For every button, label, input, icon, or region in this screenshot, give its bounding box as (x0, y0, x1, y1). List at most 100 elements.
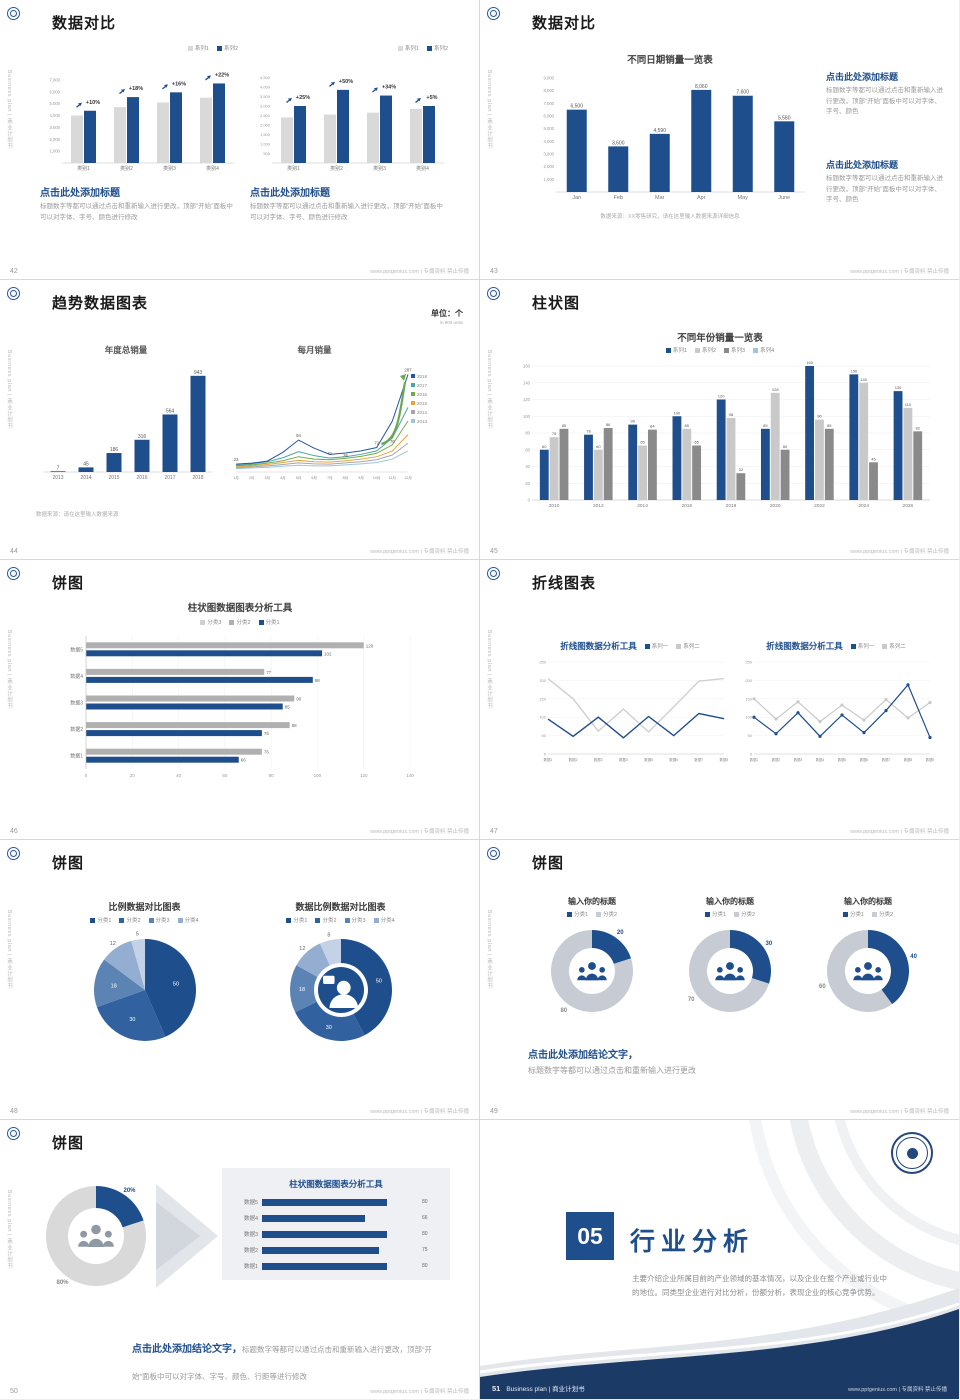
svg-text:2,000: 2,000 (544, 164, 555, 169)
svg-text:数据5: 数据5 (838, 757, 847, 762)
svg-text:140: 140 (860, 377, 867, 382)
bar-chart-svg: 7 2013 45 2014 186 2015 316 2016 564 2017 943 2018 (44, 370, 212, 481)
svg-text:5,580: 5,580 (778, 115, 791, 121)
svg-text:96: 96 (817, 414, 822, 419)
svg-text:60: 60 (819, 984, 826, 990)
svg-text:1月: 1月 (233, 475, 239, 480)
slide-44[interactable]: Business plan | 商业计划书 趋势数据图表 单位：个 in 900… (0, 280, 479, 559)
legend-item: 系列一 (644, 642, 668, 650)
svg-text:60: 60 (525, 447, 530, 452)
legend-item: 分类4 (177, 916, 199, 924)
donut-chart: 30 70 (680, 921, 780, 1026)
svg-text:20%: 20% (123, 1188, 136, 1194)
school-logo-icon (487, 567, 500, 580)
legend-item: 系列3 (724, 346, 745, 354)
legend-item: 系列二 (676, 642, 700, 650)
slide-number: 50 (10, 1388, 18, 1395)
section-number: 05 (566, 1212, 614, 1260)
svg-text:数据5: 数据5 (70, 646, 83, 653)
chart-legend: 系列一 系列二 (644, 642, 700, 650)
svg-text:2013: 2013 (52, 475, 63, 481)
funnel-shape (156, 1184, 218, 1288)
svg-text:4,500: 4,500 (260, 75, 271, 80)
bar-chart-svg: 0 20 40 60 80 100 120 140 160 60 75 85 2010 78 60 86 201… (523, 360, 930, 509)
svg-text:200: 200 (539, 678, 546, 683)
slide-50[interactable]: Business plan | 商业计划书 饼图 20% 80% 柱状图数据图表分… (0, 1120, 479, 1399)
svg-text:5,000: 5,000 (50, 101, 61, 106)
svg-text:+25%: +25% (296, 95, 310, 101)
slide-49[interactable]: Business plan | 商业计划书 饼图 输入你的标题 分类1 分类2 2… (480, 840, 959, 1119)
svg-text:10月: 10月 (373, 475, 381, 480)
svg-text:90: 90 (296, 697, 302, 702)
legend-item: 系列2 (216, 44, 238, 52)
conclusion-block: 点击此处添加结论文字，标题数字等都可以通过点击和重新输入进行更改，顶部“开始”面… (132, 1334, 442, 1388)
svg-text:50: 50 (748, 733, 753, 738)
legend-item: 系列4 (753, 346, 774, 354)
svg-text:564: 564 (166, 408, 175, 414)
conclusion-body: 标题数字等都可以通过点击和重新输入进行更改 (528, 1066, 696, 1075)
slide-45[interactable]: Business plan | 商业计划书 柱状图 不同年份销量一览表 系列1 系… (480, 280, 959, 559)
logo-dot (10, 10, 17, 17)
slide-46[interactable]: Business plan | 商业计划书 饼图 柱状图数据图表分析工具 分类3… (0, 560, 479, 839)
slide-42[interactable]: Business plan | 商业计划书 数据对比 系列1 系列2 1,000 2… (0, 0, 479, 279)
legend-item: 分类1 (842, 910, 864, 918)
svg-text:2014: 2014 (417, 410, 428, 415)
svg-text:50: 50 (542, 733, 547, 738)
row-bar: 数据1 80 (243, 1262, 428, 1270)
svg-text:36: 36 (343, 453, 348, 458)
chart-title: 输入你的标题 (568, 897, 616, 906)
svg-text:数据7: 数据7 (694, 757, 703, 762)
svg-text:2024: 2024 (858, 503, 869, 509)
svg-text:12月: 12月 (404, 475, 412, 480)
chart-legend: 分类1 分类2 (704, 910, 755, 918)
svg-text:3,000: 3,000 (544, 152, 555, 157)
caption-block-bottom: 点击此处添加标题 标题数字等都可以通过点击和重新输入进行更改，顶部“开始”面板中… (826, 158, 946, 206)
slide-48[interactable]: Business plan | 商业计划书 饼图 比例数据对比图表 分类1 分类2… (0, 840, 479, 1119)
svg-text:2,000: 2,000 (260, 123, 271, 128)
chart-legend: 分类1 分类2 (566, 910, 617, 918)
svg-text:0: 0 (85, 773, 88, 778)
chart-legend: 系列一 系列二 (850, 642, 906, 650)
school-logo-icon (7, 847, 20, 860)
svg-text:0: 0 (544, 752, 547, 757)
svg-text:+18%: +18% (129, 86, 143, 92)
svg-text:20: 20 (525, 481, 530, 486)
svg-text:Feb: Feb (614, 195, 623, 201)
bar-chart-svg: 500 1,000 1,500 2,000 2,500 3,000 3,500 4,000 4,… (260, 75, 444, 172)
slide-title: 柱状图 (532, 295, 581, 312)
slide-footer: www.pptgenius.com | 专属资料 禁止传播 (370, 269, 469, 275)
svg-text:120: 120 (366, 643, 374, 648)
svg-text:+10%: +10% (86, 100, 100, 106)
legend-item: 系列一 (850, 642, 874, 650)
school-logo-icon (891, 1132, 933, 1174)
sidebar-vertical-text: Business plan | 商业计划书 (6, 630, 12, 709)
legend-item: 分类3 (344, 916, 366, 924)
sidebar-vertical-text: Business plan | 商业计划书 (486, 630, 492, 709)
legend-item: 系列1 (665, 346, 687, 354)
school-logo-icon (7, 1127, 20, 1140)
conclusion-heading: 点击此处添加结论文字， (132, 1344, 242, 1355)
svg-text:2012: 2012 (593, 503, 604, 509)
svg-text:+5%: +5% (426, 95, 437, 101)
legend-item: 分类1 (90, 916, 111, 924)
sidebar-vertical-text: Business plan | 商业计划书 (6, 910, 12, 989)
svg-text:100: 100 (523, 414, 531, 419)
svg-text:数据6: 数据6 (669, 757, 678, 762)
slide-43[interactable]: Business plan | 商业计划书 数据对比 不同日期销量一览表 1,0… (480, 0, 959, 279)
line-chart: 0 50 100 150 200 250 数据1 数据2 数据3 数据4 数据5 数据6 数据7 数据8 (532, 654, 728, 771)
sidebar-vertical-text: Business plan | 商业计划书 (6, 70, 12, 149)
logo-inner-ring (896, 1137, 928, 1169)
panel-header: 折线图数据分析工具 系列一 系列二 (738, 640, 934, 652)
svg-text:160: 160 (806, 360, 813, 365)
svg-text:102: 102 (324, 651, 332, 656)
slide-51[interactable]: 05 行业分析 主要介绍企业所属目前的产业领域的基本情况，以及企业在整个产业或行… (480, 1120, 959, 1399)
svg-text:80: 80 (560, 1008, 567, 1014)
svg-text:类别1: 类别1 (77, 165, 90, 172)
svg-text:1,000: 1,000 (50, 149, 61, 154)
unit-sub: in 900 units (439, 320, 463, 325)
slide-47[interactable]: Business plan | 商业计划书 折线图表 折线图数据分析工具 系列一… (480, 560, 959, 839)
grouped-bar-chart: 1,000 2,000 3,000 4,000 5,000 6,000 7,000 +10% 类… (36, 52, 236, 179)
caption-block-right: 点击此处添加标题 标题数字等都可以通过点击和重新输入进行更改，顶部“开始”面板中… (250, 184, 448, 223)
svg-text:98: 98 (729, 412, 734, 417)
